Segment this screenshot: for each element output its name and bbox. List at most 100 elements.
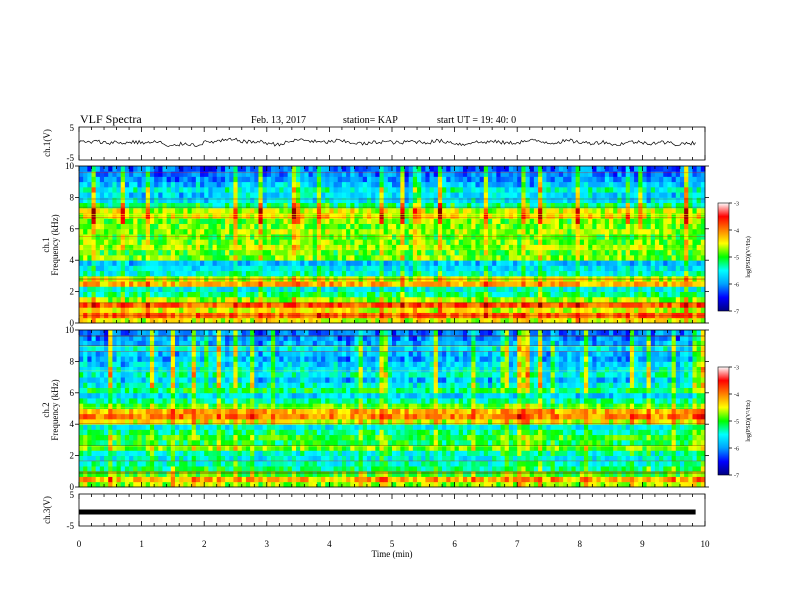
heatmap-cell bbox=[124, 317, 130, 324]
heatmap-cell bbox=[696, 192, 702, 198]
heatmap-cell bbox=[279, 296, 284, 303]
heatmap-cell bbox=[500, 296, 506, 303]
heatmap-cell bbox=[679, 239, 685, 245]
heatmap-cell bbox=[149, 186, 155, 193]
heatmap-cell bbox=[462, 249, 468, 256]
heatmap-cell bbox=[600, 239, 606, 245]
heatmap-cell bbox=[191, 296, 197, 303]
heatmap-cell bbox=[287, 176, 293, 183]
heatmap-cell bbox=[375, 312, 380, 319]
heatmap-cell bbox=[629, 296, 635, 303]
heatmap-cell bbox=[229, 307, 234, 313]
heatmap-cell bbox=[387, 270, 393, 277]
heatmap-cell bbox=[187, 171, 193, 177]
heatmap-cell bbox=[212, 202, 218, 209]
heatmap-cell bbox=[508, 281, 514, 287]
heatmap-cell bbox=[592, 192, 597, 198]
heatmap-cell bbox=[579, 176, 585, 183]
heatmap-cell bbox=[296, 471, 301, 477]
heatmap-cell bbox=[270, 476, 276, 483]
heatmap-cell bbox=[588, 471, 593, 477]
heatmap-cell bbox=[208, 270, 213, 277]
heatmap-cell bbox=[183, 171, 188, 177]
heatmap-cell bbox=[492, 213, 497, 219]
heatmap-cell bbox=[333, 260, 339, 266]
heatmap-cell bbox=[208, 223, 213, 230]
heatmap-cell bbox=[149, 244, 155, 251]
heatmap-cell bbox=[379, 223, 385, 230]
heatmap-cell bbox=[433, 207, 439, 214]
heatmap-cell bbox=[650, 270, 656, 277]
heatmap-cell bbox=[646, 239, 652, 245]
heatmap-cell bbox=[596, 254, 602, 261]
heatmap-cell bbox=[108, 476, 113, 483]
heatmap-cell bbox=[275, 481, 280, 488]
heatmap-cell bbox=[638, 249, 643, 256]
heatmap-cell bbox=[521, 286, 526, 292]
heatmap-cell bbox=[337, 186, 343, 193]
heatmap-cell bbox=[225, 166, 230, 172]
heatmap-cell bbox=[341, 296, 347, 303]
heatmap-cell bbox=[417, 197, 422, 204]
heatmap-cell bbox=[104, 307, 109, 313]
heatmap-cell bbox=[667, 296, 673, 303]
heatmap-cell bbox=[396, 176, 401, 183]
heatmap-cell bbox=[371, 197, 376, 204]
heatmap-cell bbox=[596, 192, 602, 198]
heatmap-cell bbox=[291, 223, 297, 230]
heatmap-cell bbox=[362, 171, 368, 177]
heatmap-cell bbox=[634, 254, 639, 261]
heatmap-cell bbox=[166, 192, 172, 198]
heatmap-cell bbox=[563, 291, 568, 298]
heatmap-cell bbox=[471, 476, 476, 483]
heatmap-cell bbox=[567, 317, 572, 324]
heatmap-cell bbox=[362, 291, 368, 298]
heatmap-cell bbox=[112, 171, 117, 177]
heatmap-cell bbox=[433, 302, 439, 308]
heatmap-cell bbox=[679, 207, 685, 214]
heatmap-cell bbox=[341, 476, 347, 483]
heatmap-cell bbox=[479, 239, 485, 245]
heatmap-cell bbox=[237, 213, 243, 219]
heatmap-cell bbox=[446, 171, 451, 177]
heatmap-cell bbox=[417, 260, 422, 266]
heatmap-cell bbox=[446, 296, 451, 303]
heatmap-cell bbox=[634, 197, 639, 204]
heatmap-cell bbox=[583, 192, 589, 198]
heatmap-cell bbox=[508, 302, 514, 308]
heatmap-cell bbox=[87, 197, 92, 204]
heatmap-cell bbox=[241, 291, 247, 298]
heatmap-cell bbox=[508, 317, 514, 324]
heatmap-cell bbox=[250, 296, 255, 303]
heatmap-cell bbox=[417, 181, 422, 188]
heatmap-cell bbox=[408, 176, 414, 183]
heatmap-cell bbox=[116, 317, 122, 324]
heatmap-cell bbox=[287, 307, 293, 313]
heatmap-cell bbox=[563, 476, 568, 483]
heatmap-cell bbox=[496, 207, 501, 214]
heatmap-cell bbox=[604, 176, 610, 183]
heatmap-cell bbox=[504, 481, 510, 488]
heatmap-cell bbox=[337, 197, 343, 204]
heatmap-cell bbox=[225, 186, 230, 193]
heatmap-cell bbox=[254, 228, 259, 235]
heatmap-cell bbox=[421, 192, 426, 198]
heatmap-cell bbox=[258, 265, 264, 272]
heatmap-cell bbox=[254, 239, 259, 245]
heatmap-cell bbox=[191, 192, 197, 198]
heatmap-cell bbox=[124, 176, 130, 183]
heatmap-cell bbox=[375, 254, 380, 261]
heatmap-cell bbox=[492, 254, 497, 261]
heatmap-cell bbox=[258, 239, 264, 245]
heatmap-cell bbox=[671, 223, 677, 230]
heatmap-cell bbox=[220, 202, 226, 209]
heatmap-cell bbox=[575, 249, 581, 256]
heatmap-cell bbox=[546, 476, 551, 483]
heatmap-cell bbox=[187, 186, 193, 193]
heatmap-cell bbox=[700, 181, 706, 188]
heatmap-cell bbox=[642, 176, 647, 183]
heatmap-cell bbox=[654, 176, 660, 183]
heatmap-cell bbox=[112, 197, 117, 204]
heatmap-cell bbox=[325, 312, 330, 319]
heatmap-cell bbox=[170, 244, 176, 251]
